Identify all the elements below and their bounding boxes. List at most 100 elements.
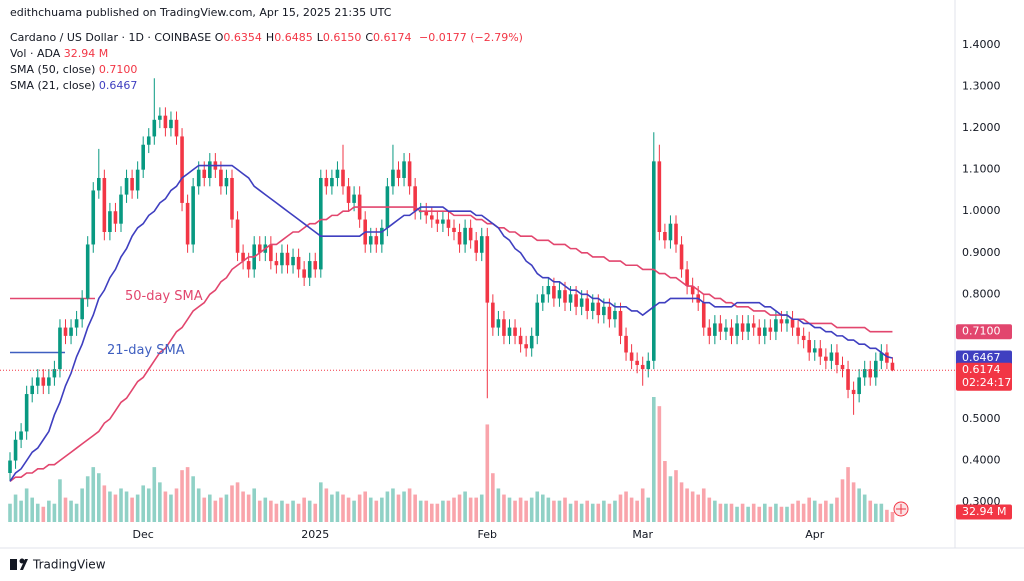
- volume-bar: [529, 497, 534, 522]
- candle-body: [474, 240, 478, 253]
- volume-bar: [468, 497, 473, 522]
- sma50-value: 0.7100: [98, 63, 138, 76]
- candle-body: [108, 211, 112, 232]
- volume-bar: [657, 406, 662, 522]
- y-tick-label: 1.4000: [962, 38, 1001, 51]
- volume-bar: [357, 494, 362, 522]
- volume-bar: [124, 491, 129, 522]
- volume-bar: [735, 506, 739, 522]
- volume-bar: [535, 491, 540, 522]
- volume-bar: [452, 497, 456, 522]
- candle-body: [890, 362, 895, 371]
- y-tick-label: 1.0000: [962, 204, 1001, 217]
- volume-bar: [690, 491, 695, 522]
- volume-bar: [396, 494, 401, 522]
- candle-body: [196, 169, 201, 187]
- candle-body: [613, 310, 617, 320]
- candle-body: [330, 177, 334, 187]
- candle-body: [391, 169, 395, 187]
- candle-body: [324, 177, 329, 187]
- candle-body: [291, 256, 295, 266]
- volume-bar: [285, 503, 290, 522]
- volume-bar: [269, 500, 273, 522]
- y-tick-label: 0.8000: [962, 287, 1001, 300]
- candle-body: [224, 177, 229, 187]
- volume-bar: [407, 488, 412, 522]
- candle-body: [174, 119, 179, 137]
- candle-body: [579, 298, 584, 307]
- candle-body: [524, 344, 528, 349]
- candle-body: [241, 252, 245, 262]
- volume-bar: [457, 494, 462, 522]
- candle-body: [402, 161, 406, 178]
- candle-body: [319, 177, 323, 270]
- volume-bar: [579, 503, 584, 522]
- volume-bar: [874, 503, 878, 522]
- volume-bar: [812, 500, 817, 522]
- volume-bar: [74, 503, 79, 522]
- volume-bar: [602, 500, 606, 522]
- candle-body: [191, 186, 195, 245]
- footer-brand: TradingView: [32, 558, 106, 572]
- volume-bar: [324, 488, 329, 522]
- volume-bar: [746, 506, 750, 522]
- candle-body: [63, 327, 68, 336]
- volume-bar: [363, 491, 367, 522]
- candle-body: [607, 306, 612, 320]
- candle-body: [829, 352, 834, 361]
- volume-bar: [607, 503, 612, 522]
- volume-bar: [707, 497, 712, 522]
- x-tick-label: Feb: [478, 528, 497, 541]
- symbol-legend: Cardano / US Dollar · 1D · COINBASE O0.6…: [10, 31, 523, 45]
- candle-body: [857, 377, 861, 395]
- volume-bar: [729, 503, 734, 522]
- ohlc-value: 0.6354: [223, 31, 262, 44]
- volume-bar: [341, 494, 345, 522]
- candle-body: [862, 369, 867, 378]
- sma21-price-label: 0.6467: [962, 351, 1001, 364]
- y-tick-label: 1.3000: [962, 80, 1001, 93]
- volume-bar: [213, 500, 218, 522]
- volume-bar: [385, 491, 390, 522]
- volume-bar: [280, 500, 284, 522]
- volume-bar: [768, 506, 773, 522]
- candle-body: [80, 298, 84, 320]
- volume-bar: [174, 488, 179, 522]
- published-note: edithchuama published on TradingView.com…: [10, 6, 392, 19]
- candle-body: [257, 244, 262, 253]
- candle-body: [879, 352, 884, 361]
- candle-body: [485, 236, 490, 303]
- candle-body: [529, 335, 534, 349]
- volume-bar: [685, 488, 689, 522]
- volume-bar: [47, 500, 51, 522]
- ohlc-key: H: [265, 31, 275, 44]
- volume-bar: [418, 500, 423, 522]
- y-tick-label: 0.9000: [962, 246, 1001, 259]
- volume-bar: [196, 488, 201, 522]
- candle-body: [52, 369, 57, 378]
- volume-bar: [274, 503, 279, 522]
- ohlc-value: 0.6174: [373, 31, 412, 44]
- volume-bar: [818, 503, 823, 522]
- chart-icons: [893, 501, 909, 517]
- candle-body: [452, 227, 456, 232]
- volume-bar: [307, 500, 312, 522]
- volume-bar: [624, 491, 628, 522]
- candle-body: [424, 211, 429, 216]
- ohlc-value: 0.6485: [274, 31, 313, 44]
- candle-body: [518, 335, 523, 345]
- volume-bar: [635, 500, 639, 522]
- candle-body: [313, 261, 318, 270]
- ohlc-values: O0.6354 H0.6485 L0.6150 C0.6174: [215, 31, 416, 44]
- candle-body: [674, 223, 678, 245]
- volume-bar: [701, 488, 706, 522]
- candle-body: [302, 269, 306, 278]
- volume-bar: [263, 497, 268, 522]
- candle-body: [97, 177, 101, 191]
- candle-body: [35, 377, 40, 386]
- volume-bar: [169, 494, 173, 522]
- volume-bar: [585, 500, 589, 522]
- candle-body: [718, 323, 723, 332]
- sma-line: [9, 206, 893, 482]
- candle-body: [824, 356, 828, 361]
